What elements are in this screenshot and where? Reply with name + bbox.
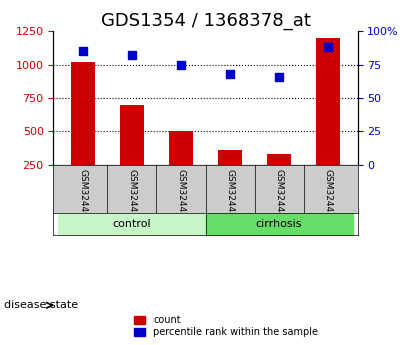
Text: GSM32443: GSM32443 — [226, 169, 235, 218]
Bar — [218, 150, 242, 165]
Text: disease state: disease state — [4, 300, 78, 310]
Text: GSM32441: GSM32441 — [127, 169, 136, 218]
Text: control: control — [113, 219, 151, 229]
Point — [178, 62, 184, 67]
Title: GDS1354 / 1368378_at: GDS1354 / 1368378_at — [101, 12, 310, 30]
Text: GSM32444: GSM32444 — [275, 169, 284, 218]
Point — [276, 74, 282, 79]
Text: GSM32440: GSM32440 — [79, 169, 88, 218]
Text: cirrhosis: cirrhosis — [256, 219, 302, 229]
Point — [325, 45, 331, 50]
Bar — [71, 62, 95, 165]
Bar — [120, 105, 144, 165]
Point — [80, 48, 86, 54]
Legend: count, percentile rank within the sample: count, percentile rank within the sample — [131, 312, 321, 340]
Text: GSM32445: GSM32445 — [323, 169, 332, 218]
Bar — [267, 154, 291, 165]
Bar — [316, 38, 340, 165]
Point — [227, 71, 233, 77]
Bar — [169, 131, 193, 165]
Text: GSM32442: GSM32442 — [176, 169, 185, 218]
Point — [129, 52, 135, 58]
